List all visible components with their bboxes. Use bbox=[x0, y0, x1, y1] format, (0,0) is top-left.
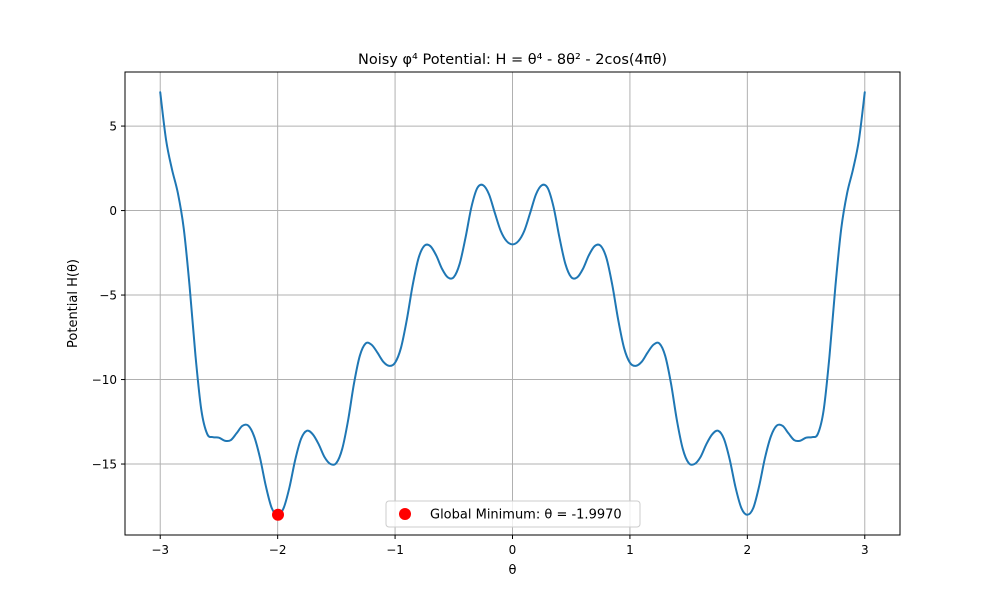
legend: Global Minimum: θ = -1.9970 bbox=[385, 500, 641, 528]
x-tick-label: −2 bbox=[269, 543, 287, 557]
x-tick-label: 2 bbox=[744, 543, 752, 557]
x-tick-label: 3 bbox=[861, 543, 869, 557]
grid bbox=[125, 72, 900, 535]
x-axis-label: θ bbox=[509, 563, 517, 578]
x-tick-label: 1 bbox=[626, 543, 634, 557]
x-tick-label: −1 bbox=[386, 543, 404, 557]
legend-marker-global-minimum bbox=[399, 508, 411, 520]
y-tick-label: −5 bbox=[99, 289, 117, 303]
legend-label-global-minimum: Global Minimum: θ = -1.9970 bbox=[430, 508, 622, 523]
plot-series bbox=[159, 91, 866, 521]
x-tick-label: −3 bbox=[151, 543, 169, 557]
x-tick-label: 0 bbox=[509, 543, 517, 557]
y-axis-label: Potential H(θ) bbox=[66, 259, 81, 348]
global-minimum-point bbox=[272, 508, 285, 521]
y-tick-label: −15 bbox=[92, 458, 117, 472]
ticks: −3 −2 −1 0 1 2 3−15−10−505 bbox=[92, 120, 869, 557]
y-tick-label: −10 bbox=[92, 373, 117, 387]
y-tick-label: 0 bbox=[109, 204, 117, 218]
chart-title: Noisy φ⁴ Potential: H = θ⁴ - 8θ² - 2cos(… bbox=[358, 52, 667, 68]
y-tick-label: 5 bbox=[109, 120, 117, 134]
legend-box bbox=[385, 500, 641, 528]
